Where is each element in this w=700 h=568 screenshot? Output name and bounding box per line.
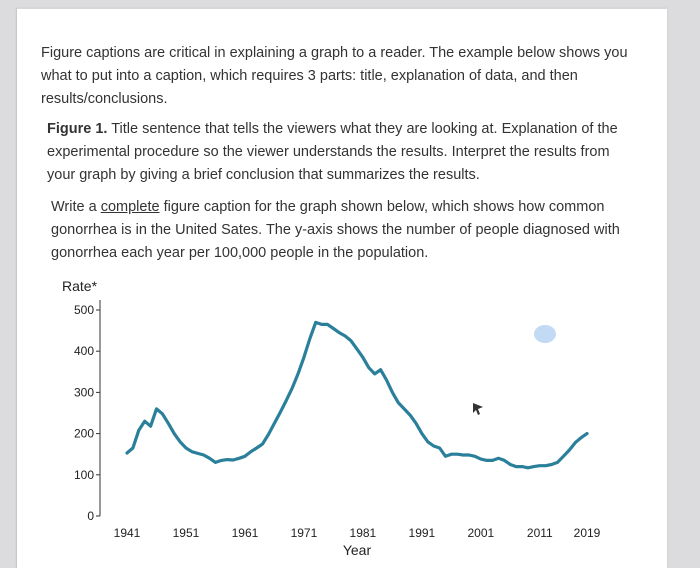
x-tick-label: 1991 [409,526,436,540]
x-tick-label: 1941 [114,526,141,540]
intro-paragraph: Figure captions are critical in explaini… [41,45,628,107]
glare-spot [534,325,556,343]
x-tick-label: 1971 [291,526,318,540]
y-tick-label: 100 [74,468,94,482]
task-text-start: Write a [51,199,101,215]
x-tick-label: 2011 [527,526,553,540]
x-tick-label: 1961 [232,526,259,540]
figure-label: Figure 1. [47,121,108,137]
y-tick-label: 200 [74,427,94,441]
content-page: Figure captions are critical in explaini… [16,8,667,568]
x-tick-label: 2019 [574,526,601,540]
task-emphasis: complete [100,199,160,215]
y-tick-label: 0 [87,509,94,523]
y-axis-title: Rate* [62,278,98,294]
y-tick-label: 400 [74,344,94,358]
y-tick-label: 300 [74,385,94,399]
figure-example-paragraph: Figure 1. Title sentence that tells the … [47,118,637,187]
pointer-cursor-icon [473,403,483,415]
rate-line [125,320,589,470]
page-divider [17,8,667,9]
x-tick-label: 1951 [173,526,200,540]
x-tick-label: 1981 [350,526,377,540]
x-tick-label: 2001 [467,526,494,540]
y-tick-label: 500 [74,303,94,317]
x-axis-title: Year [343,542,372,558]
figure-example-body: Title sentence that tells the viewers wh… [47,121,618,183]
task-paragraph: Write a complete figure caption for the … [51,196,631,265]
task-text-end: figure caption for the graph shown below… [51,199,620,261]
